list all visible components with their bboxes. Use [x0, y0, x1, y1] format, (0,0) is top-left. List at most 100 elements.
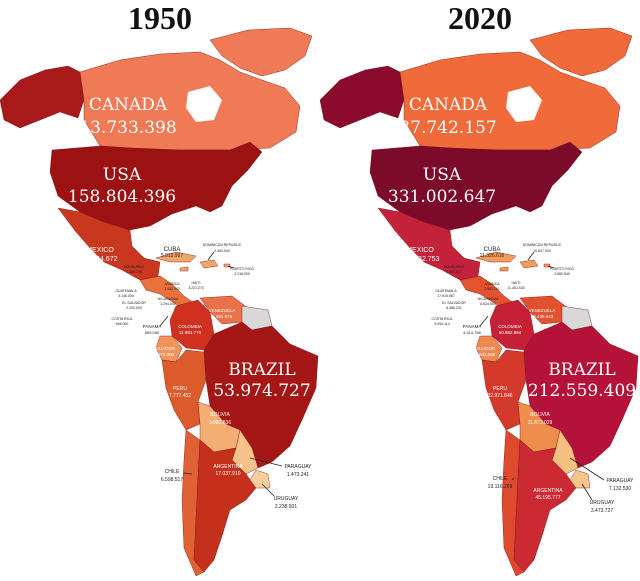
cuba-island	[155, 251, 197, 263]
label-peru-pop: 32.971.846	[487, 393, 512, 399]
label-panama-pop: 4.314.768	[463, 330, 482, 335]
label-jamaica-name: JAMAICA	[484, 282, 500, 286]
label-venezuela-pop: 28.435.943	[531, 314, 554, 319]
label-jamaica-pop: 1.402.902	[164, 287, 180, 291]
label-chile-name: CHILE	[165, 469, 180, 475]
cuba-island	[475, 251, 517, 263]
leader-chile	[183, 472, 193, 475]
leader-uruguay	[581, 483, 593, 501]
label-uruguay-name: URUGUAY	[274, 496, 299, 502]
label-haiti-name: HAITI	[192, 281, 201, 285]
label-venezuela-name: VENEZUELA	[209, 308, 236, 313]
label-canada-pop: 13.733.398	[79, 118, 176, 138]
leader-chile	[511, 477, 515, 481]
mexico-region	[57, 207, 161, 281]
greenland-region	[529, 27, 633, 77]
leader-panama	[479, 315, 489, 327]
label-usa-name: USA	[423, 165, 462, 185]
label-argentina-name: ARGENTINA	[533, 488, 563, 494]
greenland-region	[209, 27, 313, 77]
year-title: 2020	[448, 0, 512, 36]
label-dominican-name: DOMINICAN REPUBLIC	[203, 243, 242, 247]
label-mexico-name: MEXICO	[86, 247, 114, 254]
label-peru-pop: 7.777.452	[169, 393, 191, 399]
label-haiti-pop: 11.402.533	[507, 286, 524, 290]
jamaica-island	[179, 266, 189, 272]
label-colombia-name: COLOMBIA	[498, 324, 522, 329]
label-bolivia-pop: 11.673.029	[528, 420, 553, 426]
leader-puerto	[547, 265, 555, 269]
label-panama-name: PANAMA	[143, 324, 162, 329]
label-cuba-pop: 5.919.997	[161, 253, 183, 259]
label-nicaragua-pop: 6.624.554	[480, 302, 496, 306]
label-argentina-name: ARGENTINA	[213, 464, 243, 470]
americas-map: CANADA 37.742.157 USA 331.002.647 BRAZIL…	[320, 27, 639, 577]
year-title: 1950	[128, 0, 192, 36]
label-guatemala-pop: 3.146.000	[118, 294, 134, 298]
alaska-region	[0, 65, 85, 129]
label-dominican-pop: 10.847.904	[533, 249, 551, 253]
leader-paraguay	[569, 457, 605, 481]
americas-map: CANADA 13.733.398 USA 158.804.396 BRAZIL…	[0, 27, 319, 577]
label-mexico-pop: 128.932.753	[401, 256, 440, 263]
label-usa-pop: 158.804.396	[68, 187, 176, 207]
label-paraguay-pop: 7.132.530	[609, 486, 631, 492]
uruguay-region	[249, 469, 271, 489]
label-uruguay-pop: 2.238.501	[275, 504, 297, 510]
label-chile-pop: 6.598.517	[161, 477, 183, 483]
label-paraguay-name: PARAGUAY	[284, 464, 312, 470]
mexico-region	[377, 207, 481, 281]
label-guatemala-name: GUATEMALA	[115, 289, 137, 293]
label-jamaica-pop: 2.961.161	[484, 287, 500, 291]
label-colombia-pop: 50.882.884	[499, 330, 522, 335]
label-nicaragua-pop: 1.294.000	[160, 302, 176, 306]
label-haiti-pop: 3.221.270	[188, 286, 204, 290]
alaska-region	[320, 65, 405, 129]
label-bolivia-pop: 3.081.836	[209, 420, 231, 426]
label-elsalvador-name: EL SALVADOR	[122, 301, 146, 305]
label-haiti-name: HAITI	[512, 281, 521, 285]
leader-dominican	[207, 251, 215, 261]
label-bolivia-name: BOLIVIA	[210, 412, 230, 418]
label-canada-name: CANADA	[409, 95, 488, 115]
label-cuba-pop: 11.326.616	[480, 253, 505, 259]
label-chile-name: CHILE	[493, 476, 508, 482]
label-elsalvador-pop: 6.486.201	[446, 306, 462, 310]
label-usa-pop: 331.002.647	[388, 187, 496, 207]
label-ecuador-name: ECUADOR	[473, 346, 496, 351]
label-brazil-name: BRAZIL	[548, 360, 615, 380]
label-honduras-pop: 9.904.607	[446, 270, 462, 274]
leader-uruguay	[261, 483, 275, 497]
label-panama-pop: 859.050	[145, 330, 160, 335]
jamaica-island	[499, 266, 509, 272]
label-puerto-name: PUERTO RICO	[230, 267, 254, 271]
label-colombia-name: COLOMBIA	[178, 324, 202, 329]
label-costarica-pop: 965.000	[116, 322, 129, 326]
label-bolivia-name: BOLIVIA	[530, 412, 550, 418]
leader-dominican	[527, 251, 535, 261]
leader-paraguay	[249, 457, 283, 467]
label-panama-name: PANAMA	[463, 324, 482, 329]
label-brazil-name: BRAZIL	[228, 360, 295, 380]
label-usa-name: USA	[103, 165, 142, 185]
label-canada-name: CANADA	[89, 95, 168, 115]
label-honduras-name: HONDURAS	[124, 265, 145, 269]
uruguay-region	[569, 469, 591, 489]
label-paraguay-name: PARAGUAY	[606, 478, 634, 484]
label-guatemala-pop: 17.915.567	[437, 294, 455, 298]
label-costarica-pop: 5.094.114	[434, 322, 449, 326]
label-mexico-pop: 27.944.672	[82, 256, 117, 263]
label-venezuela-name: VENEZUELA	[529, 308, 556, 313]
label-mexico-name: MEXICO	[406, 247, 434, 254]
label-venezuela-pop: 5.481.975	[212, 314, 233, 319]
leader-panama	[159, 315, 169, 327]
leader-puerto	[227, 265, 235, 269]
label-cuba-name: CUBA	[164, 247, 181, 253]
label-honduras-name: HONDURAS	[444, 265, 465, 269]
label-uruguay-pop: 3.473.727	[591, 508, 613, 514]
label-honduras-pop: 1.486.798	[126, 270, 142, 274]
label-costarica-name: COSTA RICA	[432, 317, 454, 321]
label-ecuador-name: ECUADOR	[153, 346, 176, 351]
hispaniola-island	[199, 259, 219, 269]
label-jamaica-name: JAMAICA	[164, 282, 180, 286]
